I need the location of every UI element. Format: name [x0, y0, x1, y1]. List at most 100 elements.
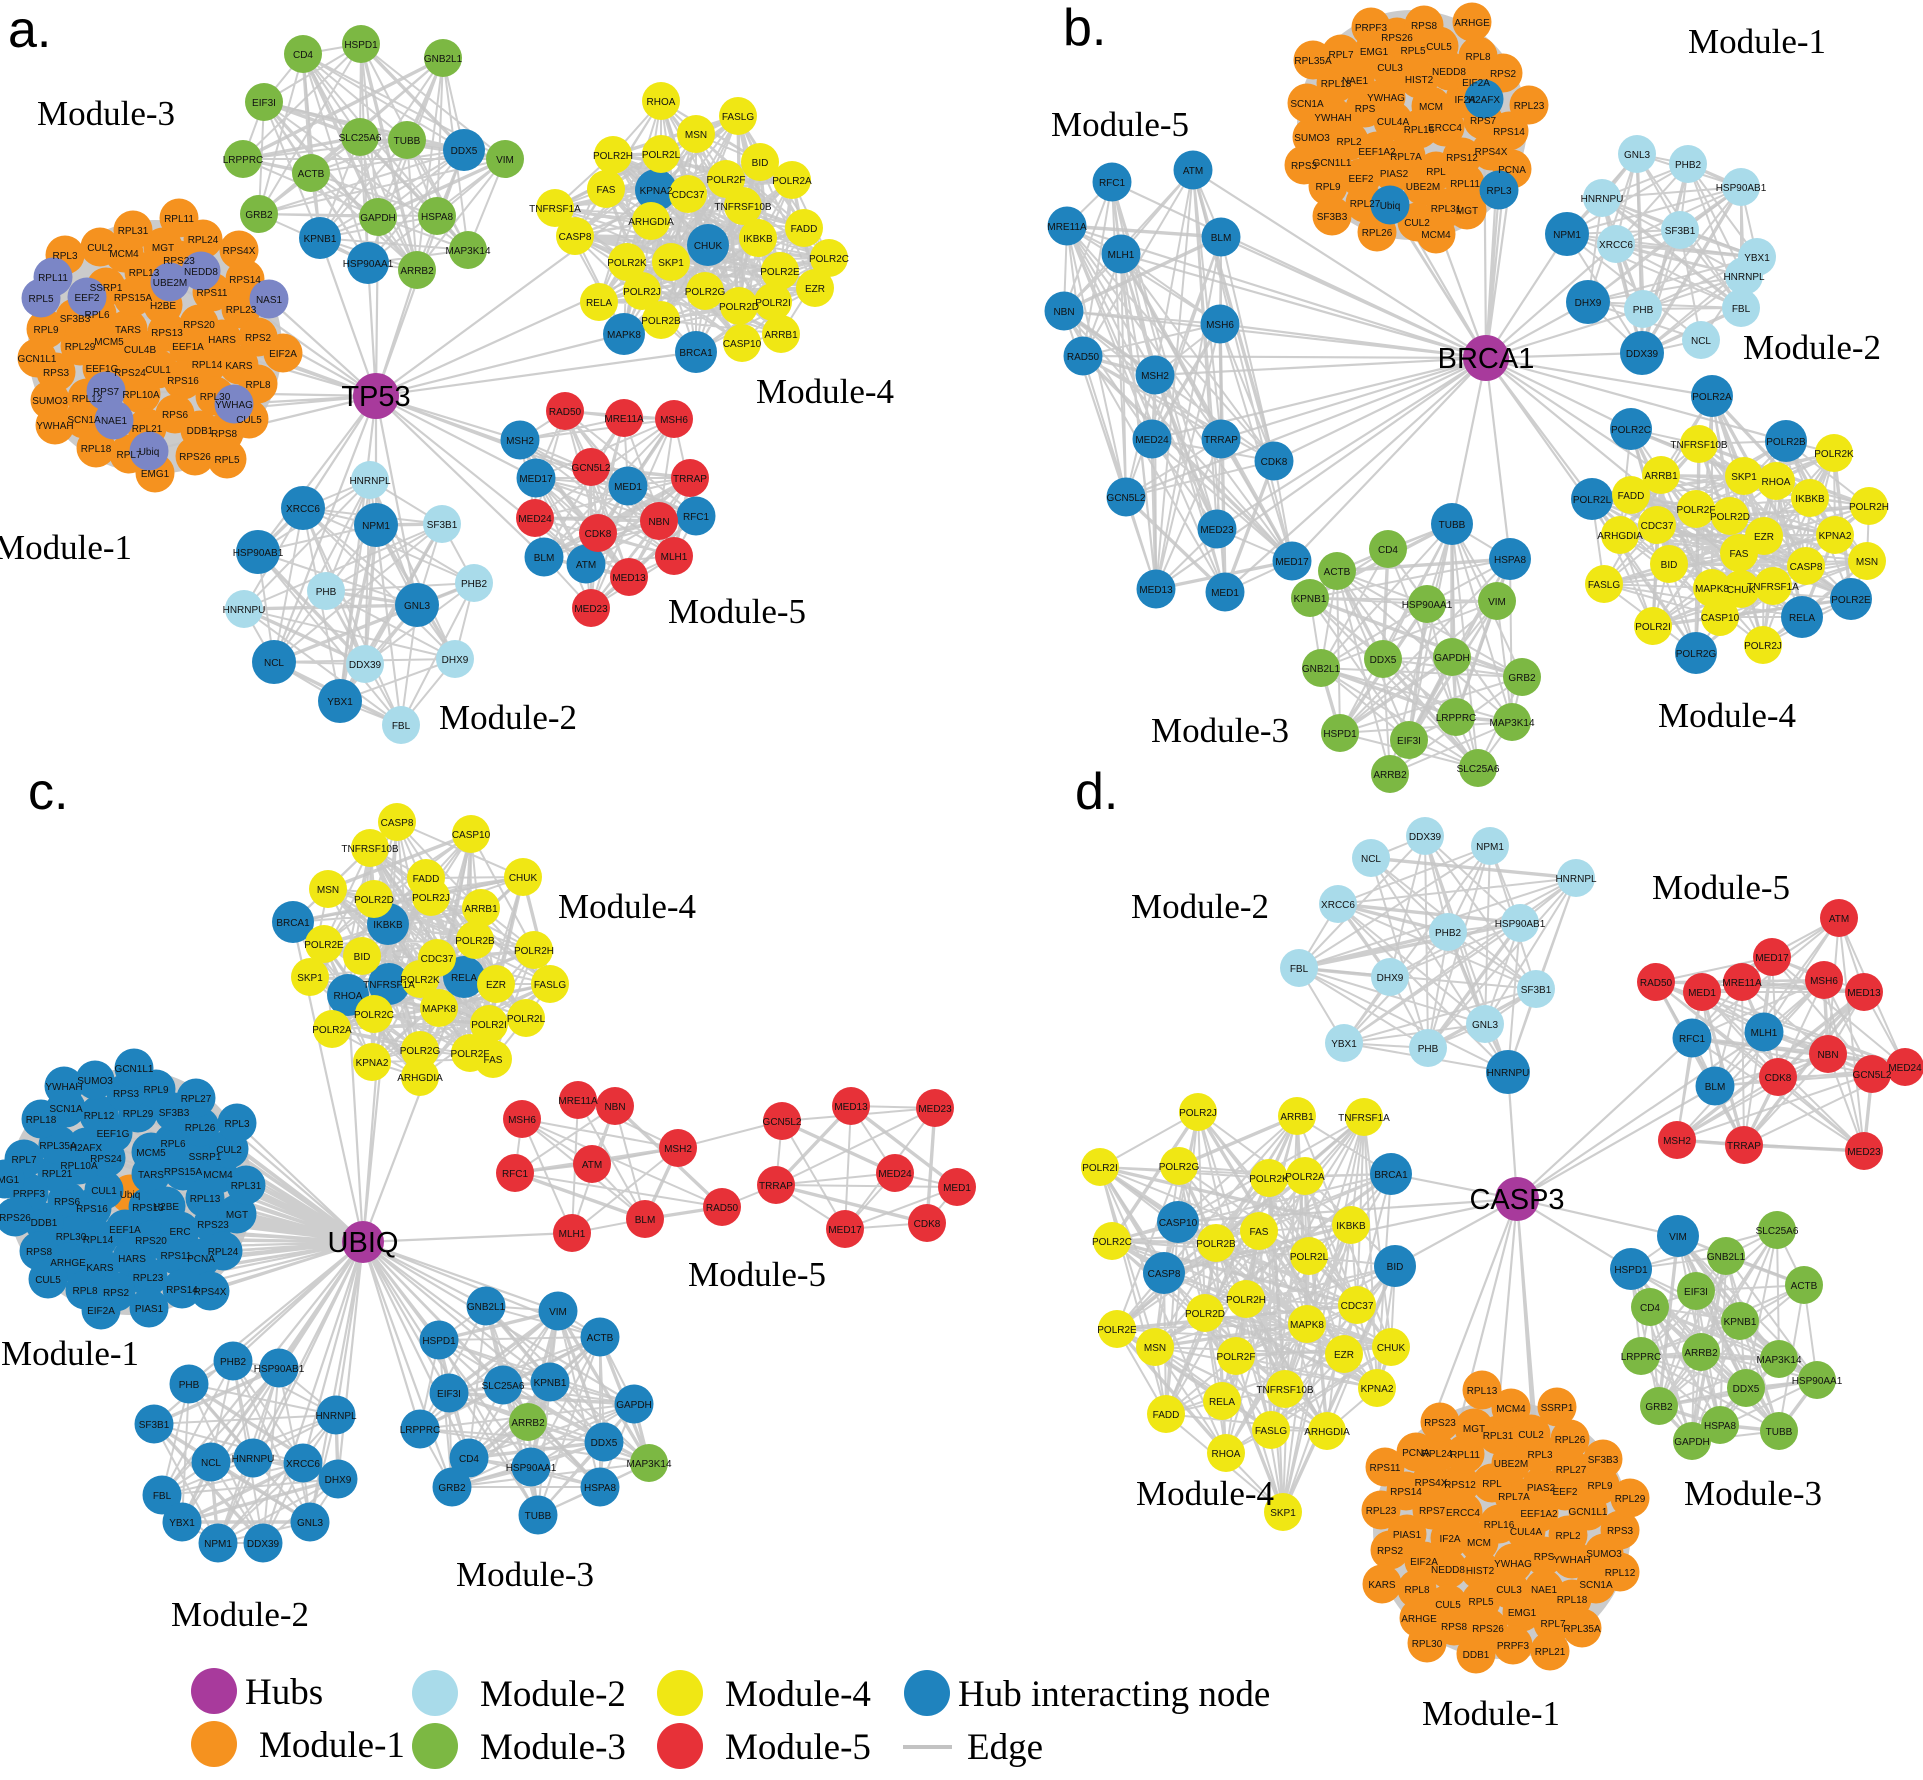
- svg-text:VIM: VIM: [1669, 1232, 1687, 1243]
- svg-text:KPNB1: KPNB1: [304, 234, 337, 245]
- svg-text:VIM: VIM: [549, 1307, 567, 1318]
- svg-text:H2BE: H2BE: [153, 1202, 179, 1213]
- svg-text:RELA: RELA: [586, 298, 612, 309]
- svg-text:PIAS2: PIAS2: [1527, 1483, 1556, 1494]
- svg-text:EIF2A: EIF2A: [1462, 78, 1490, 89]
- svg-text:RPS4X: RPS4X: [223, 246, 256, 257]
- svg-text:RPL31: RPL31: [231, 1181, 262, 1192]
- svg-text:MGT: MGT: [1463, 1424, 1485, 1435]
- svg-text:MSN: MSN: [317, 885, 339, 896]
- svg-text:KPNA2: KPNA2: [640, 186, 673, 197]
- svg-text:KPNB1: KPNB1: [1724, 1317, 1757, 1328]
- svg-text:MSH6: MSH6: [1206, 320, 1234, 331]
- svg-text:RPS20: RPS20: [135, 1236, 167, 1247]
- svg-text:SLC25A6: SLC25A6: [482, 1381, 525, 1392]
- svg-text:RPL23: RPL23: [1366, 1506, 1397, 1517]
- svg-text:HSPD1: HSPD1: [422, 1336, 456, 1347]
- svg-text:HSP90AB1: HSP90AB1: [1716, 183, 1767, 194]
- svg-text:RPS2: RPS2: [1490, 69, 1517, 80]
- svg-text:MRE11A: MRE11A: [1047, 222, 1087, 233]
- svg-text:CUL2: CUL2: [1518, 1430, 1544, 1441]
- svg-text:KPNB1: KPNB1: [1294, 594, 1327, 605]
- svg-text:DHX9: DHX9: [442, 655, 469, 666]
- svg-text:RPL31: RPL31: [1483, 1431, 1514, 1442]
- svg-text:GCN1L1: GCN1L1: [1313, 158, 1352, 169]
- svg-text:RPS15A: RPS15A: [114, 293, 153, 304]
- svg-text:CASP10: CASP10: [723, 339, 762, 350]
- svg-text:RPL7A: RPL7A: [1498, 1492, 1530, 1503]
- svg-text:NCL: NCL: [1361, 854, 1381, 865]
- svg-text:HNRNPL: HNRNPL: [315, 1411, 357, 1422]
- svg-text:UBE2M: UBE2M: [153, 278, 187, 289]
- svg-text:GCN1L1: GCN1L1: [115, 1064, 154, 1075]
- svg-text:RPL14: RPL14: [83, 1235, 114, 1246]
- svg-text:MRE11A: MRE11A: [1722, 978, 1762, 989]
- svg-text:ARRB1: ARRB1: [1280, 1112, 1314, 1123]
- svg-text:FADD: FADD: [1618, 491, 1645, 502]
- svg-text:GRB2: GRB2: [245, 210, 273, 221]
- svg-text:MLH1: MLH1: [1751, 1028, 1778, 1039]
- svg-text:RAD50: RAD50: [1067, 352, 1100, 363]
- svg-text:CASP10: CASP10: [452, 830, 491, 841]
- svg-text:DHX9: DHX9: [1377, 973, 1404, 984]
- svg-text:BLM: BLM: [534, 553, 555, 564]
- svg-text:MCM4: MCM4: [109, 249, 139, 260]
- svg-text:LRPPRC: LRPPRC: [1436, 713, 1477, 724]
- svg-text:c.: c.: [28, 763, 68, 821]
- svg-text:GRB2: GRB2: [1508, 673, 1536, 684]
- svg-text:RPL7: RPL7: [1328, 50, 1353, 61]
- svg-text:MCM4: MCM4: [203, 1170, 233, 1181]
- svg-text:PIAS1: PIAS1: [1393, 1530, 1422, 1541]
- svg-text:BLM: BLM: [1705, 1082, 1726, 1093]
- svg-text:MSH6: MSH6: [1810, 976, 1838, 987]
- svg-text:RPS23: RPS23: [1424, 1418, 1456, 1429]
- svg-text:POLR2E: POLR2E: [1831, 595, 1871, 606]
- svg-text:POLR2C: POLR2C: [1611, 425, 1651, 436]
- svg-text:MSN: MSN: [685, 130, 707, 141]
- svg-text:RPL5: RPL5: [28, 294, 53, 305]
- svg-text:DDB1: DDB1: [187, 426, 214, 437]
- svg-text:RPL12: RPL12: [72, 394, 103, 405]
- svg-text:HSP90AB1: HSP90AB1: [254, 1364, 305, 1375]
- svg-text:ACTB: ACTB: [587, 1333, 614, 1344]
- svg-text:XRCC6: XRCC6: [286, 504, 320, 515]
- svg-text:HNRNPL: HNRNPL: [349, 476, 391, 487]
- svg-text:MAPK8: MAPK8: [1290, 1320, 1324, 1331]
- svg-text:VIM: VIM: [496, 155, 514, 166]
- svg-text:ARRB2: ARRB2: [1373, 770, 1407, 781]
- svg-text:EIF2A: EIF2A: [269, 349, 297, 360]
- svg-text:RPL27: RPL27: [1350, 199, 1381, 210]
- svg-text:RPL8: RPL8: [72, 1286, 97, 1297]
- svg-text:FAS: FAS: [1250, 1227, 1269, 1238]
- svg-text:POLR2K: POLR2K: [1249, 1174, 1289, 1185]
- svg-text:NCL: NCL: [264, 658, 284, 669]
- svg-text:MGT: MGT: [152, 243, 174, 254]
- svg-text:EZR: EZR: [1334, 1350, 1354, 1361]
- svg-text:POLR2B: POLR2B: [1196, 1239, 1236, 1250]
- svg-text:Ubiq: Ubiq: [1380, 201, 1401, 212]
- svg-text:EMG1: EMG1: [1508, 1608, 1537, 1619]
- svg-text:RPL5: RPL5: [1468, 1597, 1493, 1608]
- svg-text:RPL2: RPL2: [1336, 137, 1361, 148]
- svg-text:SCN1A: SCN1A: [1290, 99, 1324, 110]
- svg-text:GRB2: GRB2: [1645, 1402, 1673, 1413]
- svg-text:RPS26: RPS26: [179, 452, 211, 463]
- svg-text:FBL: FBL: [392, 721, 411, 732]
- svg-text:POLR2G: POLR2G: [1159, 1162, 1200, 1173]
- svg-text:TUBB: TUBB: [394, 136, 421, 147]
- svg-text:MED1: MED1: [614, 482, 642, 493]
- svg-text:RAD50: RAD50: [706, 1203, 739, 1214]
- svg-text:LRPPRC: LRPPRC: [223, 155, 264, 166]
- svg-text:Module-3: Module-3: [37, 94, 175, 133]
- svg-text:POLR2K: POLR2K: [1814, 449, 1854, 460]
- svg-text:CD4: CD4: [459, 1454, 479, 1465]
- svg-text:NBN: NBN: [648, 517, 669, 528]
- svg-text:MLH1: MLH1: [661, 552, 688, 563]
- svg-text:DHX9: DHX9: [325, 1475, 352, 1486]
- svg-text:CDC37: CDC37: [1641, 521, 1674, 532]
- svg-text:Edge: Edge: [967, 1727, 1043, 1768]
- svg-text:PRPF3: PRPF3: [13, 1189, 46, 1200]
- svg-text:FADD: FADD: [413, 874, 440, 885]
- svg-text:RPS7: RPS7: [1470, 116, 1497, 127]
- svg-text:FASLG: FASLG: [534, 980, 566, 991]
